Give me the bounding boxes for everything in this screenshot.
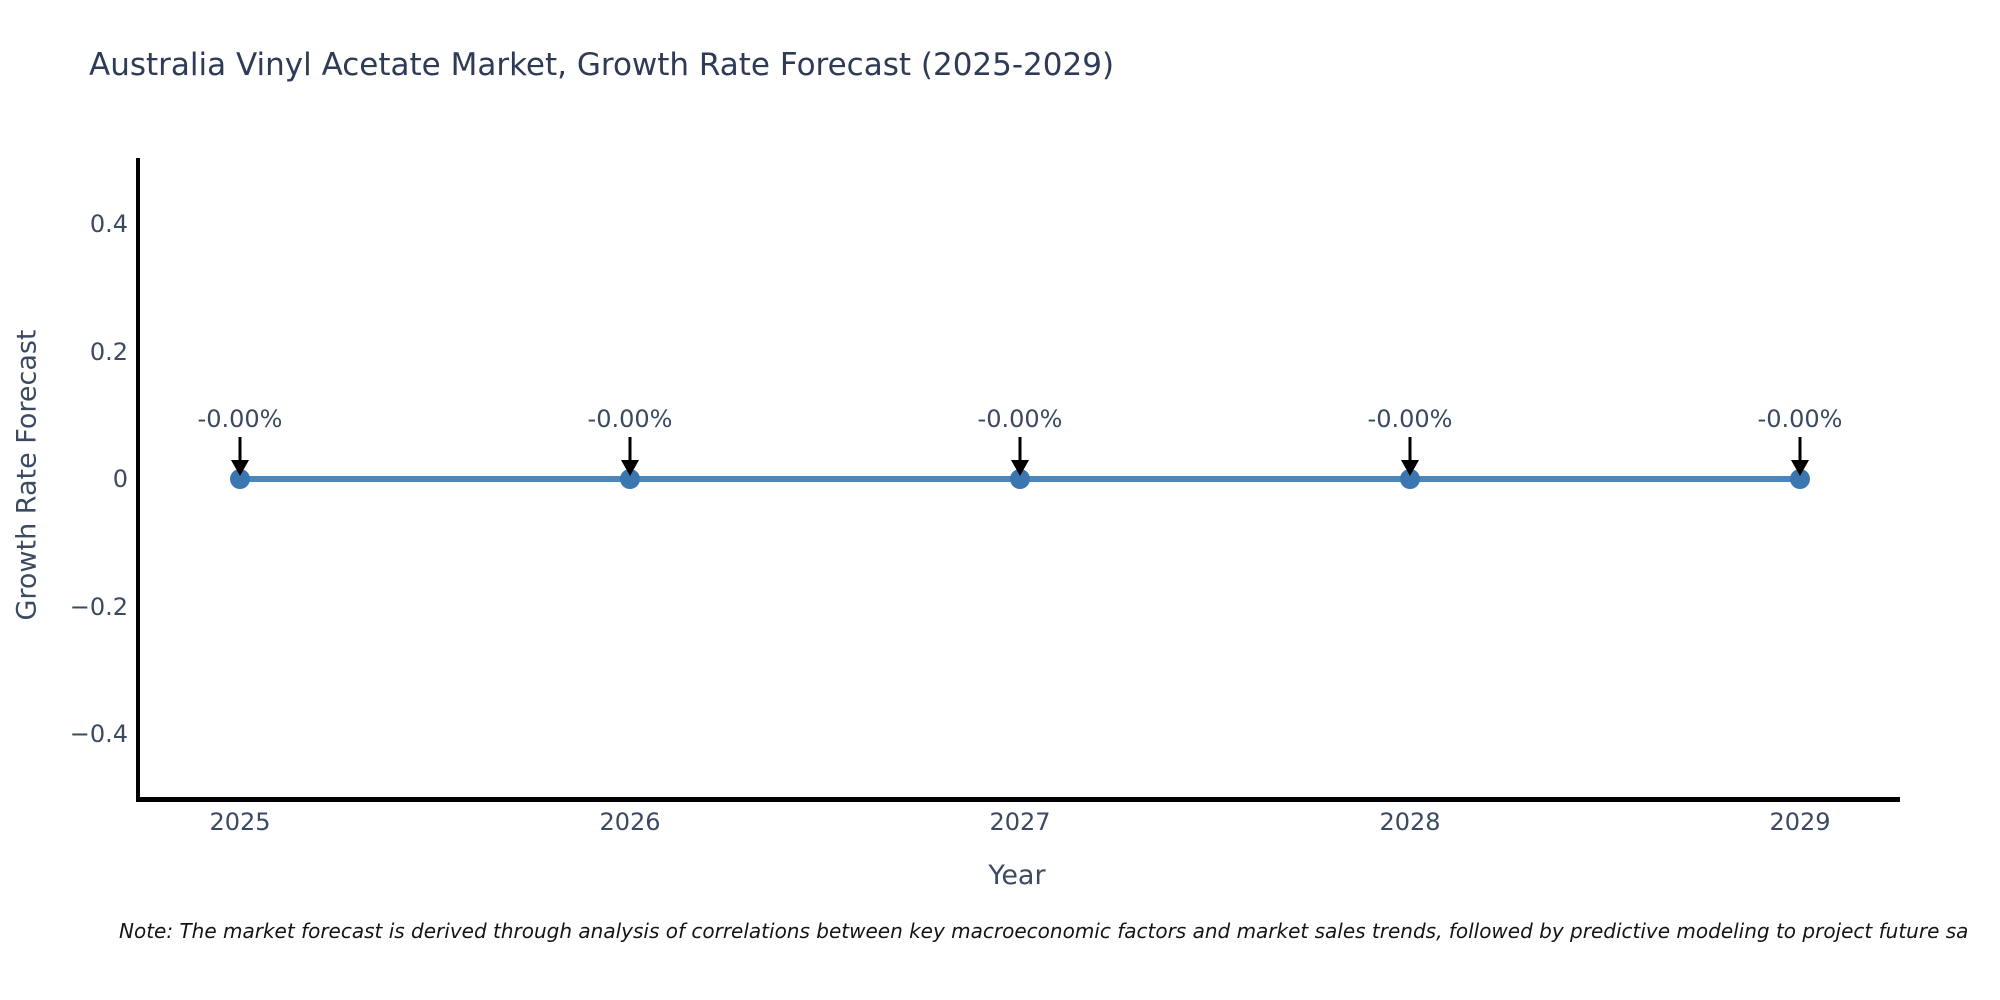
annotation-arrow-head [1791, 460, 1809, 476]
x-axis-title: Year [988, 860, 1046, 891]
point-value-label: -0.00% [977, 405, 1063, 433]
point-value-label: -0.00% [1367, 405, 1453, 433]
footnote: Note: The market forecast is derived thr… [119, 919, 1969, 943]
data-point-marker [1010, 469, 1030, 489]
y-tick-label: 0.4 [89, 210, 128, 238]
chart-title: Australia Vinyl Acetate Market, Growth R… [89, 47, 1115, 83]
y-tick-label: −0.2 [69, 592, 128, 621]
data-point-marker [1790, 469, 1810, 489]
data-point-marker [620, 469, 640, 489]
annotation-arrow-head [621, 460, 639, 476]
data-point-marker [1400, 469, 1420, 489]
y-axis-line [136, 158, 140, 802]
x-tick-label: 2025 [209, 808, 271, 836]
annotation-arrow-head [231, 460, 249, 476]
x-tick-label: 2027 [989, 808, 1051, 836]
x-tick-label: 2029 [1769, 808, 1831, 836]
x-axis-line [136, 797, 1900, 802]
annotation-arrow-head [1011, 460, 1029, 476]
point-value-label: -0.00% [1757, 405, 1843, 433]
y-tick-label: −0.4 [69, 720, 128, 748]
y-tick-label: 0.2 [89, 337, 128, 366]
y-tick-label: 0 [112, 465, 128, 493]
data-point-marker [230, 469, 250, 489]
point-value-label: -0.00% [197, 405, 283, 433]
annotation-arrow-head [1401, 460, 1419, 476]
point-value-label: -0.00% [587, 405, 673, 433]
x-tick-label: 2028 [1379, 808, 1441, 836]
x-tick-label: 2026 [599, 808, 661, 836]
